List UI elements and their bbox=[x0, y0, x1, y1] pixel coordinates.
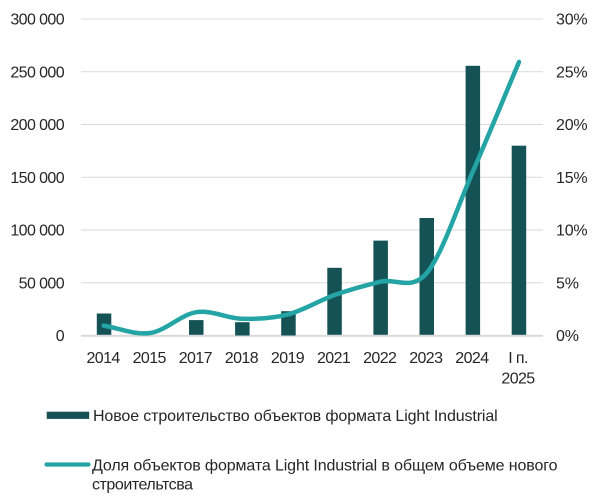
svg-text:Новое строительство объектов ф: Новое строительство объектов формата Lig… bbox=[93, 408, 498, 425]
svg-text:250 000: 250 000 bbox=[10, 64, 64, 81]
svg-text:20%: 20% bbox=[556, 117, 587, 134]
svg-text:2019: 2019 bbox=[271, 350, 305, 367]
svg-text:5%: 5% bbox=[556, 275, 579, 292]
svg-text:2017: 2017 bbox=[179, 350, 213, 367]
svg-text:2021: 2021 bbox=[317, 350, 351, 367]
svg-text:2025: 2025 bbox=[501, 371, 535, 388]
svg-text:2022: 2022 bbox=[363, 350, 397, 367]
svg-text:0: 0 bbox=[56, 328, 65, 345]
svg-text:30%: 30% bbox=[556, 12, 587, 29]
svg-text:Доля объектов формата Light In: Доля объектов формата Light Industrial в… bbox=[92, 457, 558, 474]
svg-text:2014: 2014 bbox=[86, 350, 120, 367]
svg-text:2018: 2018 bbox=[225, 350, 259, 367]
svg-text:50 000: 50 000 bbox=[19, 275, 65, 292]
svg-text:150 000: 150 000 bbox=[10, 170, 64, 187]
svg-text:I п.: I п. bbox=[508, 350, 528, 367]
svg-text:2023: 2023 bbox=[409, 350, 443, 367]
svg-text:0%: 0% bbox=[556, 328, 579, 345]
svg-text:2024: 2024 bbox=[455, 350, 489, 367]
svg-text:100 000: 100 000 bbox=[10, 223, 64, 240]
svg-text:15%: 15% bbox=[556, 170, 587, 187]
svg-text:10%: 10% bbox=[556, 223, 587, 240]
svg-text:2015: 2015 bbox=[133, 350, 167, 367]
svg-text:300 000: 300 000 bbox=[10, 12, 64, 29]
svg-text:200 000: 200 000 bbox=[10, 117, 64, 134]
svg-text:строительтсва: строительтсва bbox=[92, 476, 193, 493]
svg-text:25%: 25% bbox=[556, 64, 587, 81]
